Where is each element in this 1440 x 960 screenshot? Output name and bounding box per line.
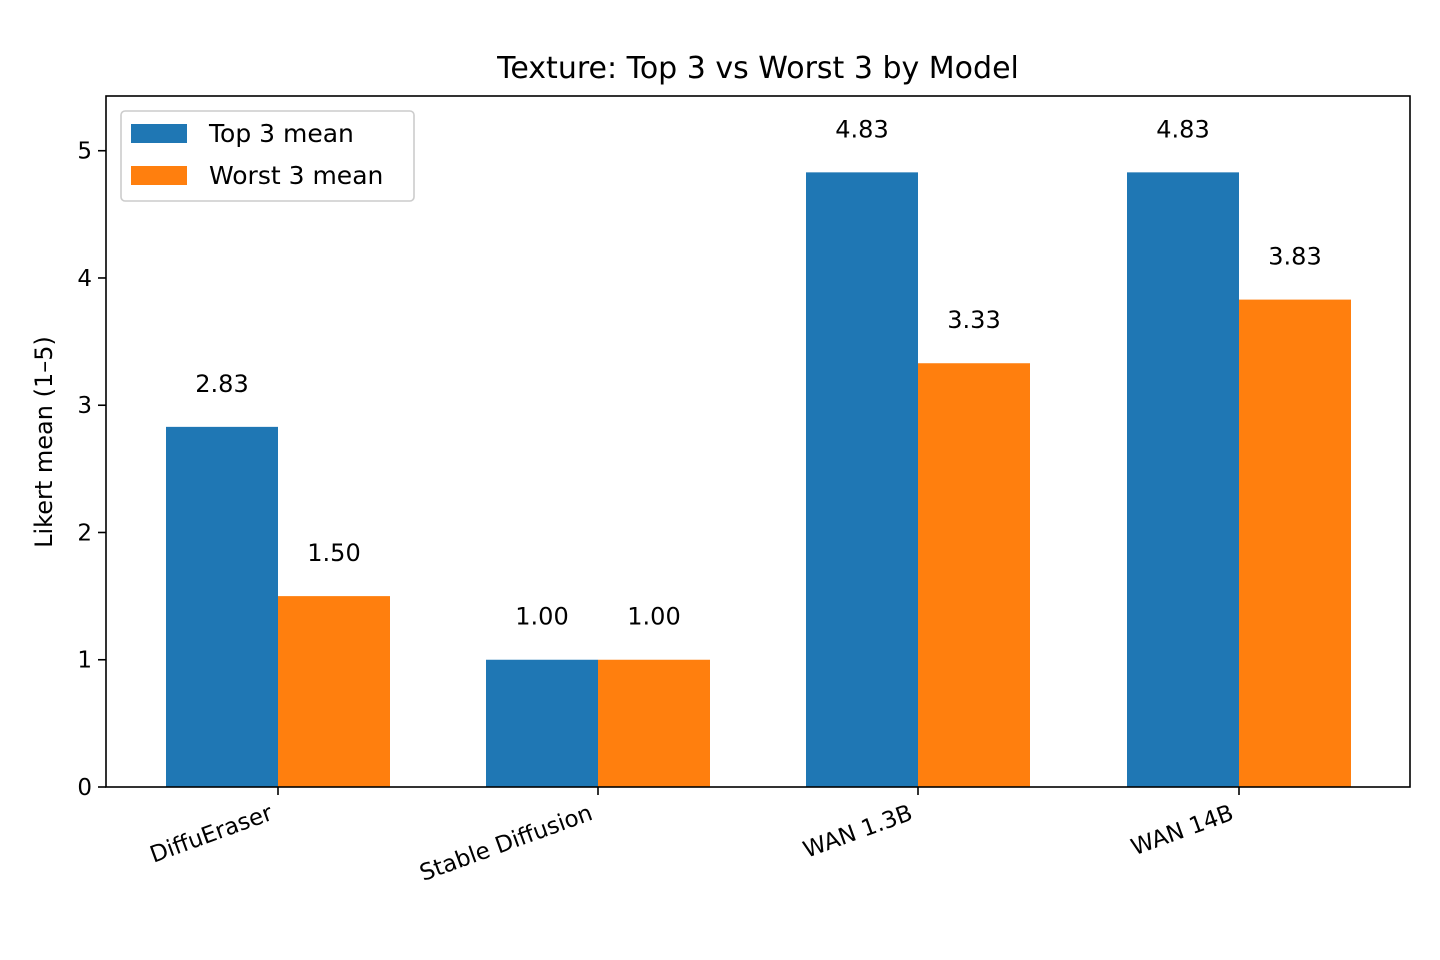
bar xyxy=(598,659,710,787)
chart-title: Texture: Top 3 vs Worst 3 by Model xyxy=(496,51,1019,86)
plot-frame xyxy=(105,95,1411,788)
x-tick-label: WAN 1.3B xyxy=(800,800,916,863)
bar xyxy=(806,172,918,788)
bar-value-label: 1.00 xyxy=(515,603,568,631)
bar xyxy=(1239,299,1351,787)
legend-swatch xyxy=(131,166,187,185)
bar-value-label: 1.50 xyxy=(307,539,360,567)
legend-box xyxy=(120,110,415,202)
y-axis-ticks: 0 1 2 3 4 5 xyxy=(77,139,106,801)
bars-layer xyxy=(166,172,1351,788)
bar xyxy=(1127,172,1239,788)
y-tick-label: 2 xyxy=(77,520,92,546)
bar xyxy=(486,659,598,787)
bar xyxy=(918,363,1030,787)
bar-labels-layer: 2.83 1.00 4.83 4.83 1.50 1.00 3.33 3.83 xyxy=(195,115,1321,630)
legend: Top 3 mean Worst 3 mean xyxy=(120,110,415,202)
x-tick-label: Stable Diffusion xyxy=(416,800,596,887)
bar-value-label: 4.83 xyxy=(1156,115,1209,143)
legend-label: Worst 3 mean xyxy=(209,161,383,190)
x-tick-label: WAN 14B xyxy=(1128,800,1237,861)
bar-value-label: 2.83 xyxy=(195,370,248,398)
y-tick-label: 0 xyxy=(77,775,92,801)
x-axis-ticks: DiffuEraser Stable Diffusion WAN 1.3B WAN 1… xyxy=(147,787,1240,887)
bar xyxy=(278,596,390,787)
bar-value-label: 3.83 xyxy=(1268,243,1321,271)
legend-swatch xyxy=(131,124,187,143)
y-axis-label: Likert mean (1–5) xyxy=(30,336,58,548)
legend-label: Top 3 mean xyxy=(208,119,354,148)
y-tick-label: 1 xyxy=(77,648,92,674)
bar xyxy=(166,426,278,787)
bar-value-label: 4.83 xyxy=(835,115,888,143)
bar-value-label: 1.00 xyxy=(627,603,680,631)
y-tick-label: 5 xyxy=(77,139,92,165)
x-tick-label: DiffuEraser xyxy=(147,800,277,868)
y-tick-label: 3 xyxy=(77,393,92,419)
y-tick-label: 4 xyxy=(77,266,92,292)
bar-value-label: 3.33 xyxy=(947,306,1000,334)
